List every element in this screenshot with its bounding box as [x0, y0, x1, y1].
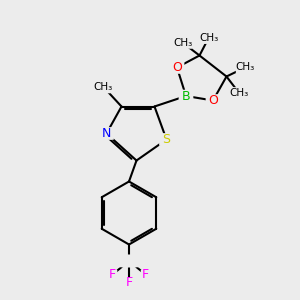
Text: CH₃: CH₃ — [236, 62, 255, 73]
FancyBboxPatch shape — [172, 62, 182, 73]
Text: CH₃: CH₃ — [199, 33, 218, 43]
FancyBboxPatch shape — [118, 255, 140, 267]
Text: F: F — [109, 268, 116, 281]
Text: O: O — [172, 61, 182, 74]
Text: O: O — [208, 94, 218, 107]
FancyBboxPatch shape — [174, 37, 192, 49]
Text: N: N — [102, 127, 111, 140]
FancyBboxPatch shape — [206, 94, 220, 107]
Text: F: F — [125, 275, 133, 289]
FancyBboxPatch shape — [230, 87, 248, 99]
Text: CH₃: CH₃ — [230, 88, 249, 98]
FancyBboxPatch shape — [161, 134, 172, 145]
FancyBboxPatch shape — [108, 270, 117, 279]
FancyBboxPatch shape — [94, 81, 113, 93]
FancyBboxPatch shape — [159, 133, 174, 146]
FancyBboxPatch shape — [101, 128, 112, 139]
FancyBboxPatch shape — [124, 277, 134, 287]
FancyBboxPatch shape — [122, 255, 136, 267]
FancyBboxPatch shape — [199, 32, 218, 44]
FancyBboxPatch shape — [181, 91, 191, 101]
FancyBboxPatch shape — [96, 81, 111, 93]
FancyBboxPatch shape — [170, 61, 184, 74]
FancyBboxPatch shape — [179, 90, 194, 102]
Text: S: S — [163, 133, 170, 146]
FancyBboxPatch shape — [141, 270, 150, 279]
FancyBboxPatch shape — [208, 95, 218, 106]
Text: CH₃: CH₃ — [94, 82, 113, 92]
Text: B: B — [182, 89, 190, 103]
Text: CH₃: CH₃ — [173, 38, 193, 48]
FancyBboxPatch shape — [99, 127, 114, 140]
Text: F: F — [142, 268, 149, 281]
FancyBboxPatch shape — [236, 61, 254, 73]
